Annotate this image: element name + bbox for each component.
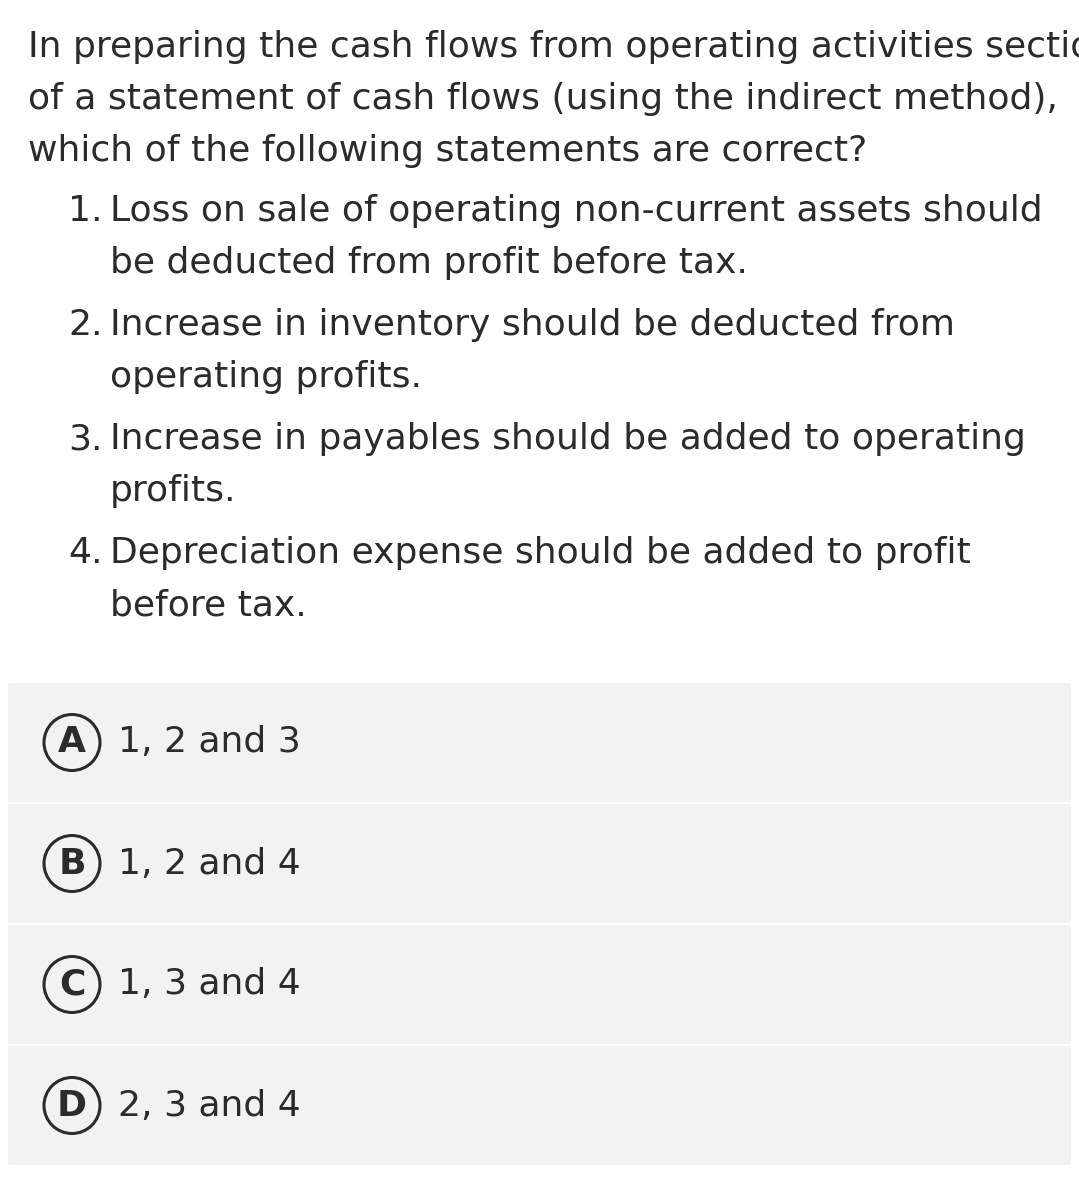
Text: before tax.: before tax.: [110, 588, 306, 623]
Text: C: C: [59, 968, 85, 1001]
Text: Increase in payables should be added to operating: Increase in payables should be added to …: [110, 422, 1026, 456]
Text: B: B: [58, 846, 85, 881]
Text: 1, 2 and 4: 1, 2 and 4: [118, 846, 301, 881]
Text: 4.: 4.: [68, 537, 103, 570]
Text: Increase in inventory should be deducted from: Increase in inventory should be deducted…: [110, 308, 955, 342]
FancyBboxPatch shape: [8, 804, 1071, 923]
Text: 1.: 1.: [68, 194, 103, 228]
Text: 1, 2 and 3: 1, 2 and 3: [118, 725, 301, 760]
Text: D: D: [57, 1089, 87, 1122]
Text: 1, 3 and 4: 1, 3 and 4: [118, 968, 301, 1001]
Text: operating profits.: operating profits.: [110, 360, 422, 394]
Text: 2.: 2.: [68, 308, 103, 342]
Text: be deducted from profit before tax.: be deducted from profit before tax.: [110, 246, 748, 280]
Text: which of the following statements are correct?: which of the following statements are co…: [28, 134, 868, 168]
Text: A: A: [58, 725, 86, 760]
FancyBboxPatch shape: [8, 925, 1071, 1044]
Text: Depreciation expense should be added to profit: Depreciation expense should be added to …: [110, 537, 971, 570]
Text: of a statement of cash flows (using the indirect method),: of a statement of cash flows (using the …: [28, 82, 1057, 116]
Text: profits.: profits.: [110, 474, 236, 508]
Text: 2, 3 and 4: 2, 3 and 4: [118, 1089, 301, 1122]
FancyBboxPatch shape: [8, 1046, 1071, 1165]
Text: Loss on sale of operating non-current assets should: Loss on sale of operating non-current as…: [110, 194, 1042, 228]
Text: In preparing the cash flows from operating activities section: In preparing the cash flows from operati…: [28, 30, 1079, 65]
FancyBboxPatch shape: [8, 684, 1071, 802]
Text: 3.: 3.: [68, 422, 103, 456]
